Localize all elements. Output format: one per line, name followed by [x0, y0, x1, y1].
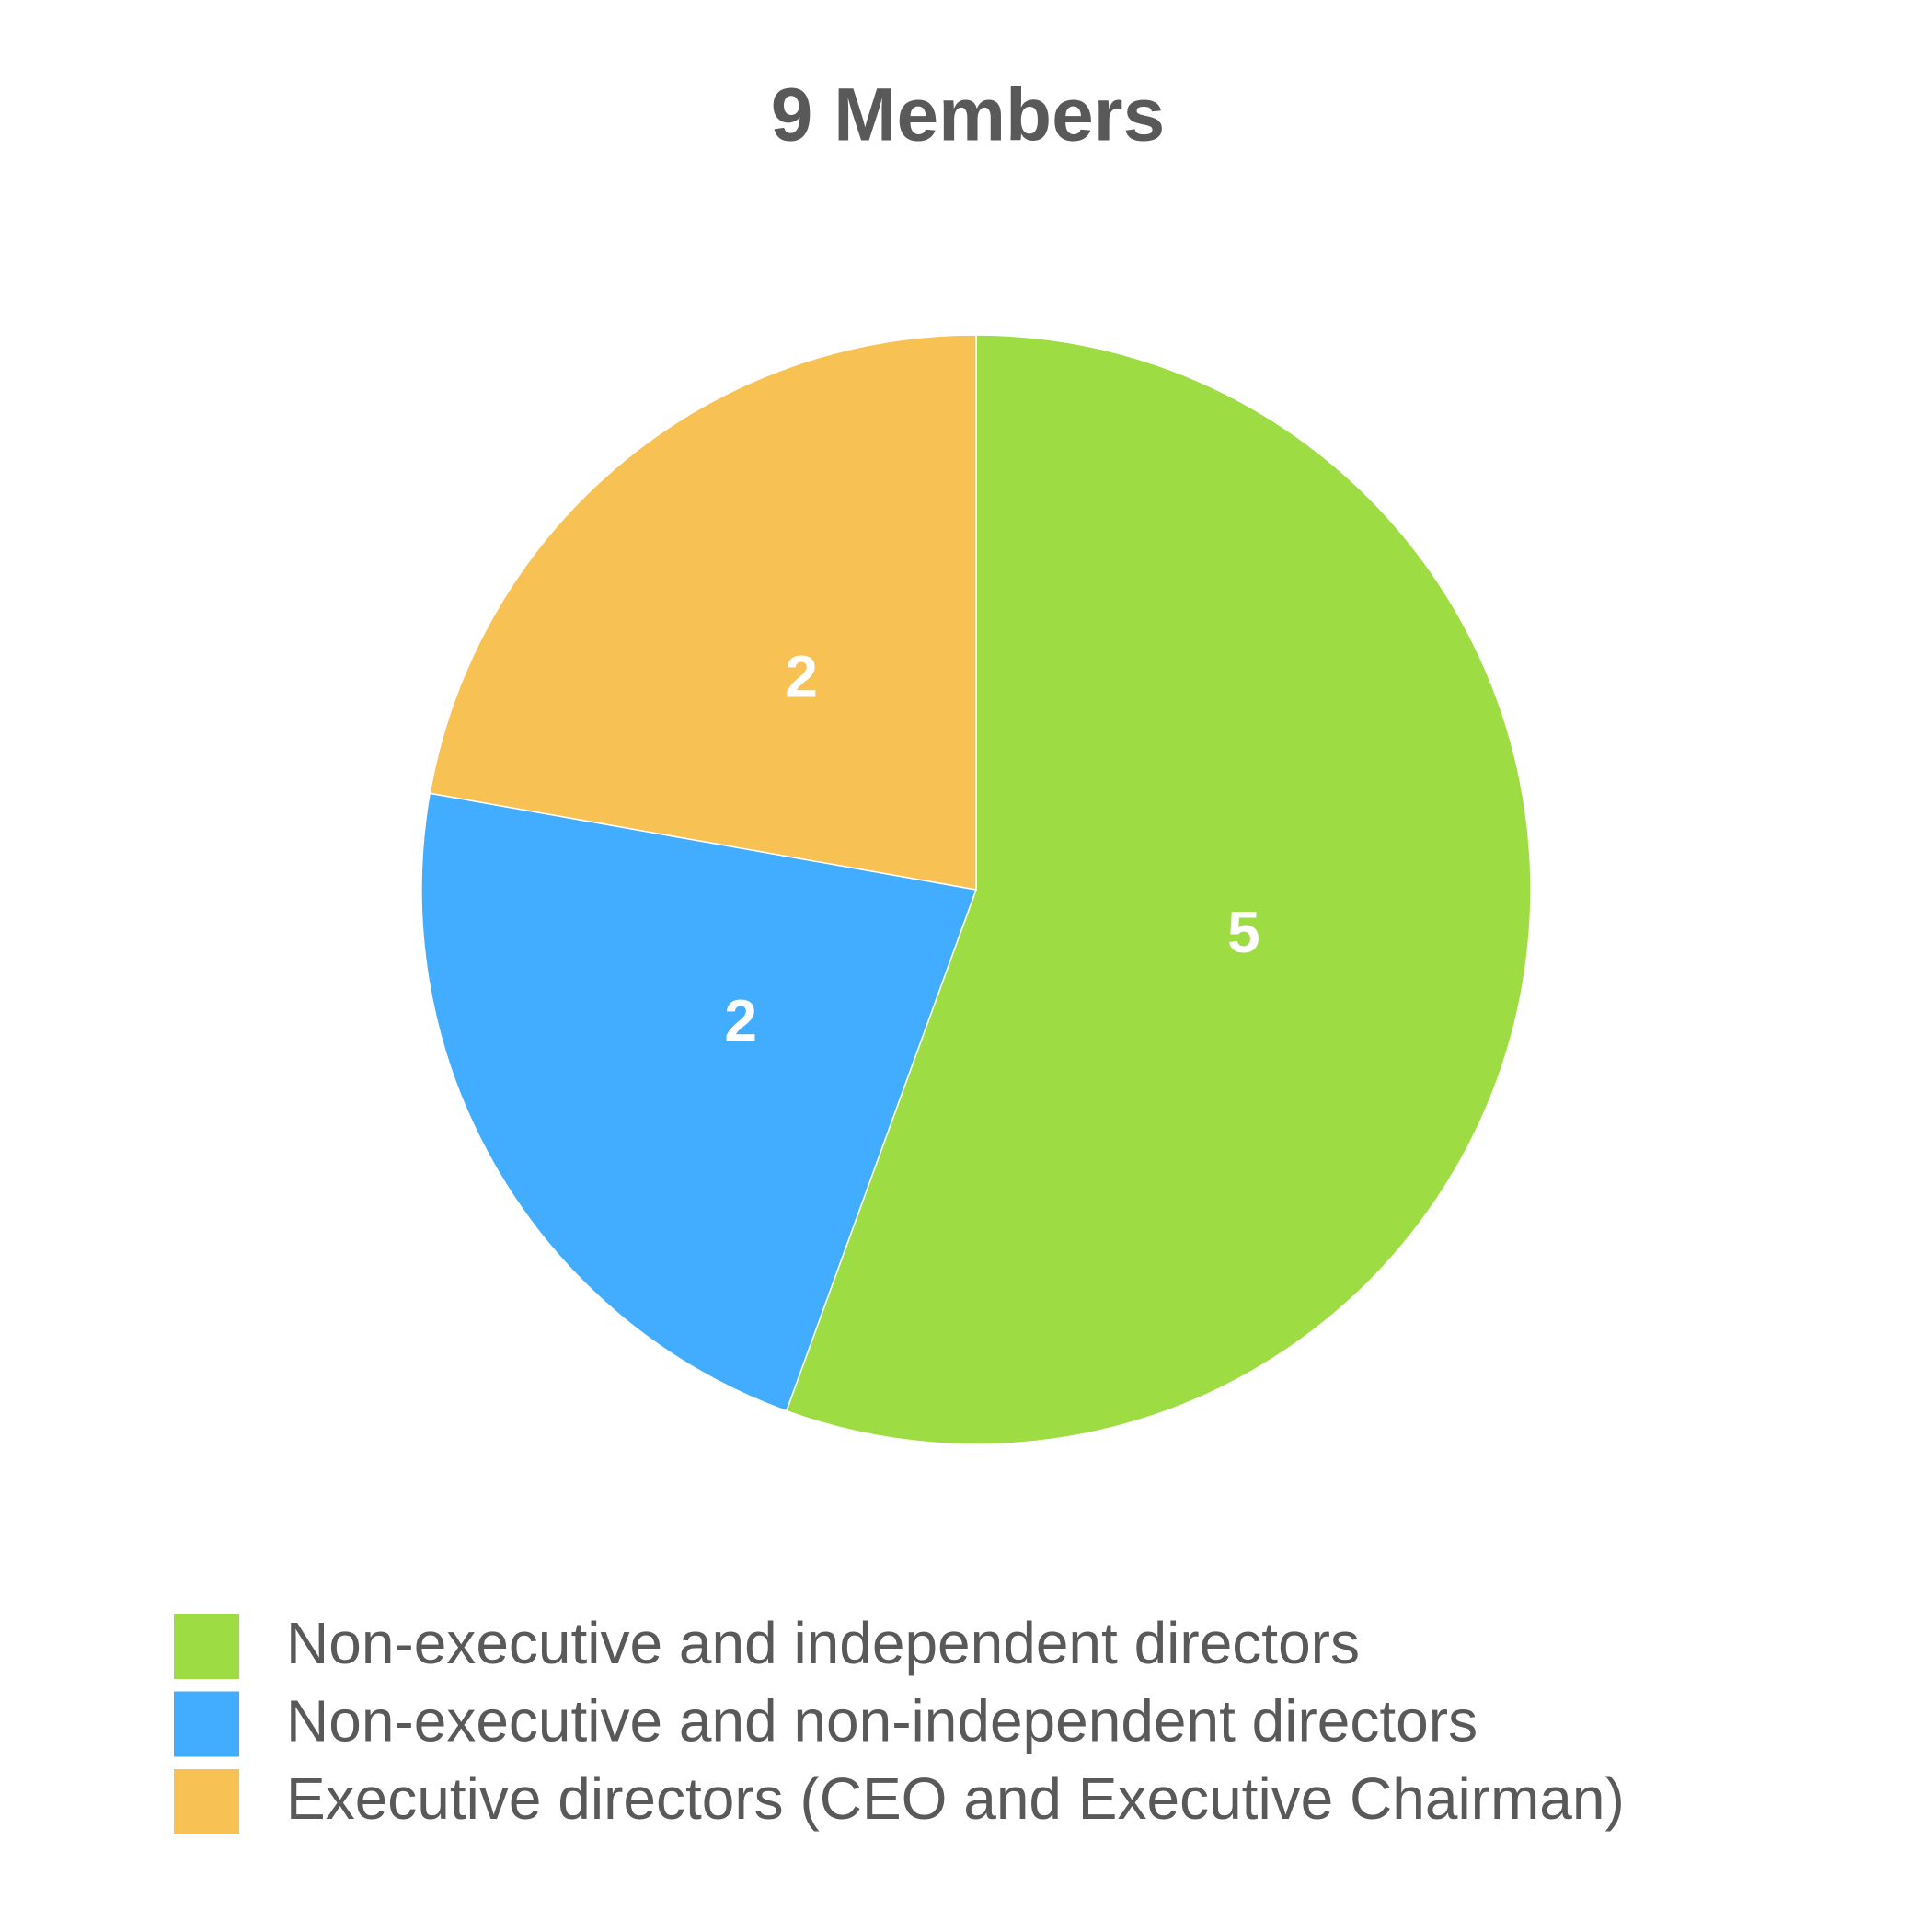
- legend-label: Non-executive and non-independent direct…: [286, 1687, 1478, 1754]
- data-label: 2: [724, 988, 757, 1054]
- legend-label: Executive directors (CEO and Executive C…: [286, 1765, 1625, 1832]
- legend-swatch: [174, 1691, 239, 1757]
- pie-slice: [785, 334, 1532, 1445]
- data-label: 2: [785, 644, 818, 710]
- legend-swatch: [174, 1769, 239, 1834]
- pie-slice: [420, 792, 978, 1412]
- data-label: 5: [1227, 899, 1260, 965]
- legend-swatch: [174, 1614, 239, 1679]
- pie-slice: [429, 334, 977, 891]
- legend-label: Non-executive and independent directors: [286, 1610, 1360, 1676]
- chart-title: 9 Members: [771, 74, 1165, 157]
